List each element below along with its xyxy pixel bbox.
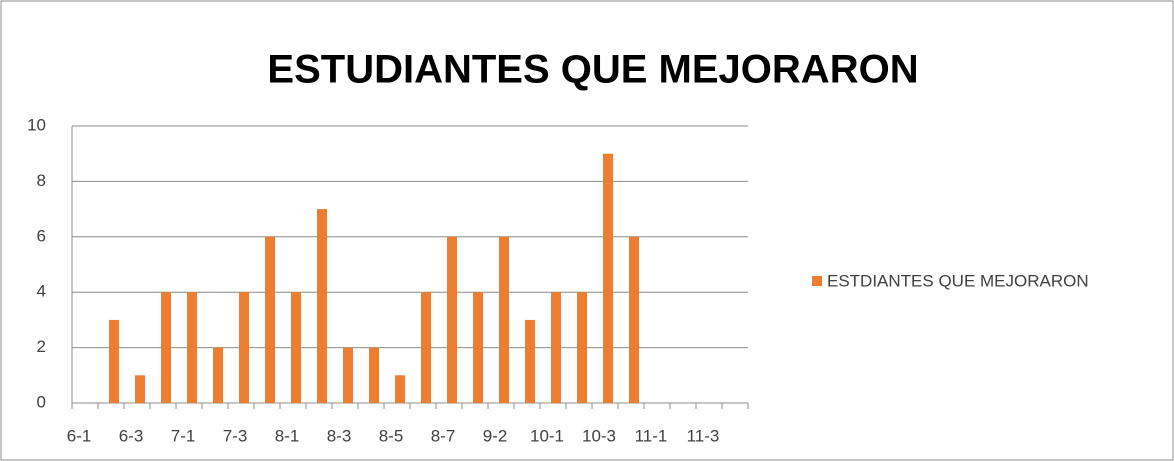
bar [213, 347, 223, 403]
bar [291, 292, 301, 403]
y-tick-label: 8 [37, 171, 46, 190]
bar [239, 292, 249, 403]
bar [551, 292, 561, 403]
x-tick-label: 11-1 [635, 426, 668, 445]
legend-swatch [812, 276, 822, 286]
x-tick-label: 9-2 [483, 426, 508, 445]
x-tick-label: 6-1 [67, 426, 92, 445]
y-tick-label: 10 [27, 115, 46, 134]
bar [473, 292, 483, 403]
y-tick-label: 6 [37, 226, 46, 245]
bar [395, 375, 405, 403]
x-tick-label: 7-1 [171, 426, 196, 445]
x-tick-label: 10-1 [530, 426, 564, 445]
y-tick-label: 2 [37, 337, 46, 356]
x-tick-label: 8-7 [431, 426, 456, 445]
x-tick-label: 10-3 [582, 426, 616, 445]
x-tick-label: 8-1 [275, 426, 300, 445]
bar [369, 347, 379, 403]
bar [499, 236, 509, 403]
x-tick-label: 6-3 [119, 426, 144, 445]
x-tick-label: 7-3 [223, 426, 248, 445]
bar [603, 153, 613, 403]
bar [421, 292, 431, 403]
bar [135, 375, 145, 403]
bar [447, 236, 457, 403]
x-tick-label: 8-3 [327, 426, 352, 445]
bar [343, 347, 353, 403]
x-tick-label: 11-3 [687, 426, 720, 445]
bar [577, 292, 587, 403]
bar [317, 209, 327, 403]
legend-label: ESTDIANTES QUE MEJORARON [827, 271, 1089, 290]
y-tick-label: 4 [37, 282, 46, 301]
bar [187, 292, 197, 403]
bar [525, 319, 535, 403]
bar [161, 292, 171, 403]
y-tick-label: 0 [37, 392, 46, 411]
bar [265, 236, 275, 403]
chart-title: ESTUDIANTES QUE MEJORARON [267, 48, 918, 92]
x-tick-label: 8-5 [379, 426, 404, 445]
bar [629, 236, 639, 403]
bar [109, 319, 119, 403]
